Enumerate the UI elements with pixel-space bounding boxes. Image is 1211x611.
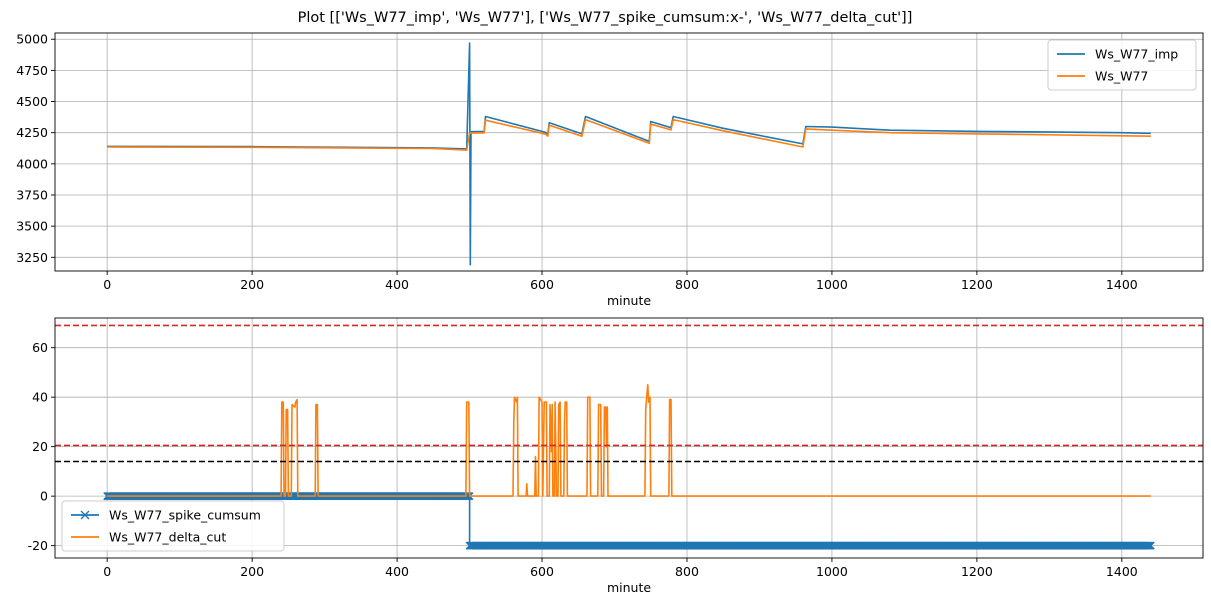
x-axis-label: minute	[607, 580, 651, 595]
plot-area	[55, 324, 1203, 550]
x-tick-label: 800	[675, 564, 699, 579]
legend: Ws_W77_imp Ws_W77	[1047, 39, 1197, 91]
x-tick-label: 400	[385, 277, 409, 292]
series-markers-ws-w77-spike-cumsum	[103, 492, 1155, 550]
y-tick-label: 20	[32, 439, 48, 454]
y-tick-label: 0	[40, 489, 48, 504]
top-axes: 0 200 400 600 800 1000 1200 1400 3250 3500 3750 400…	[16, 32, 1204, 308]
series-line-ws-w77-imp	[107, 42, 1151, 266]
x-tick-label: 200	[240, 564, 264, 579]
legend-label: Ws_W77_imp	[1095, 47, 1178, 62]
x-tick-label: 600	[530, 564, 554, 579]
x-axis-label: minute	[607, 293, 651, 308]
y-tick-label: 4750	[16, 63, 48, 78]
x-tick-label: 1400	[1106, 277, 1138, 292]
y-tick-label: 5000	[16, 32, 48, 47]
x-tick-label: 0	[103, 564, 111, 579]
y-tick-label: 3750	[16, 187, 48, 202]
legend-marker	[80, 510, 90, 520]
y-tick-label: 60	[32, 340, 48, 355]
x-tick-label: 800	[675, 277, 699, 292]
x-tick-label: 1200	[961, 277, 993, 292]
axes-frame	[54, 317, 1204, 559]
y-tick-label: 3500	[16, 219, 48, 234]
figure-title: Plot [['Ws_W77_imp', 'Ws_W77'], ['Ws_W77…	[298, 10, 913, 26]
y-tick-label: 3250	[16, 250, 48, 265]
plot-area	[107, 42, 1151, 266]
x-tick-label: 600	[530, 277, 554, 292]
series-line-ws-w77-delta-cut	[107, 383, 1151, 497]
x-tick-label: 1000	[816, 277, 848, 292]
bottom-axes: 0 200 400 600 800 1000 1200 1400 -20 0 20 40 60 minut…	[28, 317, 1204, 595]
legend-label: Ws_W77_delta_cut	[109, 530, 226, 545]
legend-label: Ws_W77	[1095, 69, 1148, 84]
y-tick-label: -20	[28, 538, 48, 553]
y-tick-label: 40	[32, 390, 48, 405]
legend-box	[1047, 39, 1197, 91]
legend-box	[61, 500, 285, 552]
x-tick-label: 200	[240, 277, 264, 292]
x-tick-label: 1000	[816, 564, 848, 579]
x-tick-label: 400	[385, 564, 409, 579]
y-tick-label: 4250	[16, 125, 48, 140]
legend-label: Ws_W77_spike_cumsum	[109, 508, 261, 523]
axes-frame	[54, 32, 1204, 272]
x-tick-label: 1200	[961, 564, 993, 579]
y-tick-label: 4000	[16, 156, 48, 171]
x-marker	[1146, 541, 1155, 550]
series-line-ws-w77	[107, 118, 1151, 151]
x-tick-label: 1400	[1106, 564, 1138, 579]
legend: Ws_W77_spike_cumsum Ws_W77_delta_cut	[61, 500, 285, 552]
y-tick-label: 4500	[16, 94, 48, 109]
x-tick-label: 0	[103, 277, 111, 292]
